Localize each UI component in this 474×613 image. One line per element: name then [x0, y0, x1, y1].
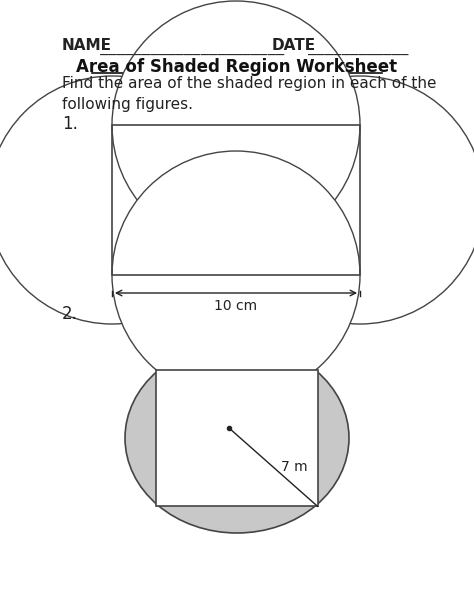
- Text: 2.: 2.: [62, 305, 78, 323]
- Text: ______________________: ______________________: [100, 42, 284, 56]
- Text: 10 cm: 10 cm: [214, 299, 257, 313]
- Bar: [156, 370, 318, 506]
- Text: Find the area of the shaded region in each of the
following figures.: Find the area of the shaded region in ea…: [62, 76, 437, 112]
- Bar: [112, 125, 360, 275]
- Text: Area of Shaded Region Worksheet: Area of Shaded Region Worksheet: [76, 58, 398, 76]
- Text: 1.: 1.: [62, 115, 78, 133]
- Text: NAME: NAME: [62, 38, 112, 53]
- Circle shape: [112, 1, 360, 249]
- Ellipse shape: [125, 343, 349, 533]
- Text: DATE: DATE: [272, 38, 316, 53]
- Text: ____________: ____________: [308, 42, 409, 56]
- Text: 7 m: 7 m: [282, 460, 308, 474]
- Circle shape: [0, 76, 236, 324]
- Bar: [112, 125, 360, 275]
- Circle shape: [112, 151, 360, 399]
- Circle shape: [236, 76, 474, 324]
